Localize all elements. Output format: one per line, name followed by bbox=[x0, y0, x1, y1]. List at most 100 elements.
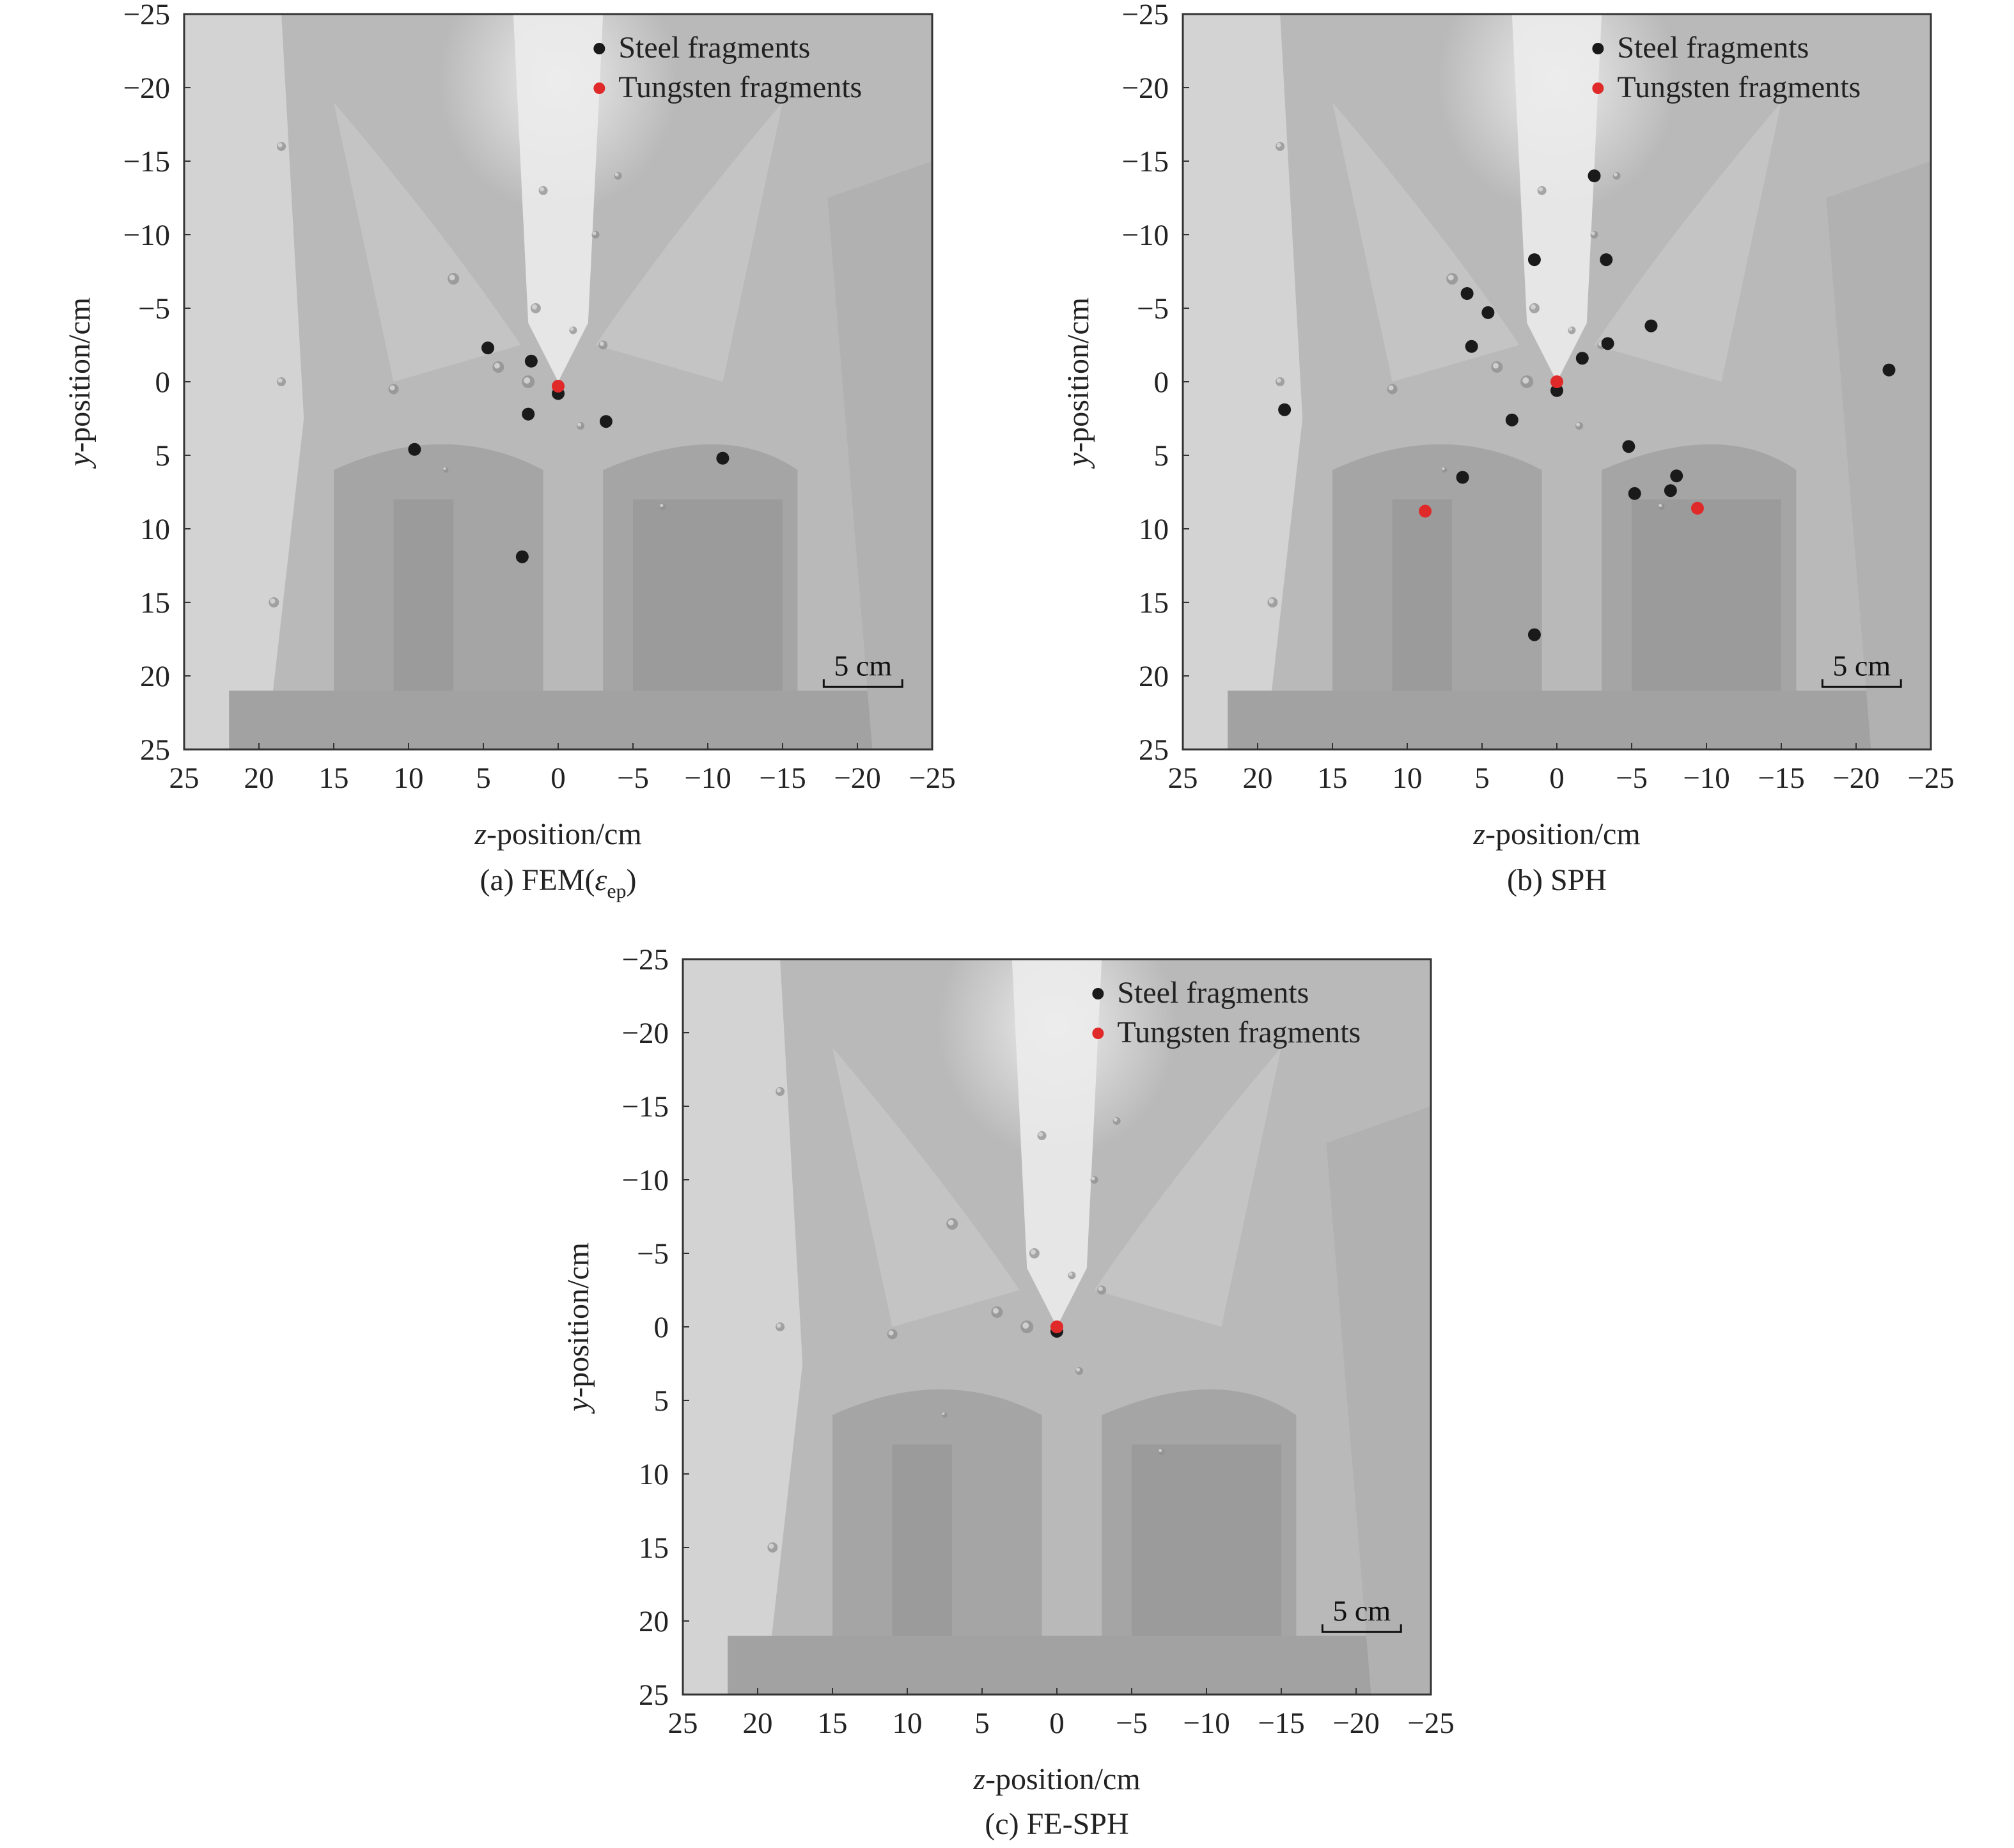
steel-fragment-point bbox=[1575, 352, 1589, 365]
legend-marker bbox=[1592, 82, 1604, 94]
x-axis-label: z-position/cm bbox=[1472, 817, 1640, 851]
y-tick-label: −10 bbox=[621, 1164, 669, 1197]
y-tick-label: −15 bbox=[1121, 145, 1169, 178]
y-tick-label: 15 bbox=[639, 1531, 669, 1565]
steel-fragment-point bbox=[599, 415, 613, 428]
x-tick-label: 15 bbox=[319, 762, 349, 795]
legend-label: Steel fragments bbox=[1117, 976, 1309, 1010]
y-tick-label: 10 bbox=[639, 1458, 669, 1491]
scale-bar-label: 5 cm bbox=[1332, 1594, 1391, 1627]
y-tick-label: −20 bbox=[621, 1017, 669, 1050]
x-tick-label: 10 bbox=[1393, 762, 1423, 795]
steel-fragment-point bbox=[1588, 169, 1601, 182]
x-tick-label: −20 bbox=[834, 762, 881, 795]
panel-caption: (c) FE-SPH bbox=[985, 1807, 1128, 1841]
x-tick-label: 20 bbox=[743, 1707, 773, 1740]
tungsten-fragment-point bbox=[1050, 1320, 1063, 1333]
plot-background bbox=[683, 959, 1431, 1695]
tungsten-fragment-point bbox=[552, 379, 565, 393]
tungsten-fragment-point bbox=[1690, 501, 1704, 515]
y-tick-label: −25 bbox=[1121, 0, 1169, 31]
x-tick-label: 5 bbox=[476, 762, 491, 795]
steel-fragment-point bbox=[1664, 484, 1677, 497]
x-tick-label: 25 bbox=[1168, 762, 1198, 795]
steel-fragment-point bbox=[1622, 440, 1635, 453]
x-tick-label: 20 bbox=[244, 762, 274, 795]
x-tick-label: 15 bbox=[818, 1707, 848, 1740]
y-tick-label: 20 bbox=[639, 1605, 669, 1638]
x-axis-label: z-position/cm bbox=[972, 1762, 1140, 1796]
y-tick-label: 15 bbox=[1139, 586, 1169, 620]
legend-label: Steel fragments bbox=[1617, 31, 1809, 65]
x-tick-label: −25 bbox=[1907, 762, 1955, 795]
scale-bar-label: 5 cm bbox=[834, 649, 892, 682]
x-axis-label: z-position/cm bbox=[474, 817, 641, 851]
x-tick-label: −15 bbox=[759, 762, 806, 795]
steel-fragment-point bbox=[515, 550, 529, 563]
y-tick-label: −20 bbox=[123, 72, 170, 105]
x-tick-label: −25 bbox=[909, 762, 956, 795]
x-tick-label: 5 bbox=[974, 1707, 990, 1740]
steel-fragment-point bbox=[1601, 337, 1614, 350]
steel-fragment-point bbox=[408, 442, 421, 456]
x-tick-label: −20 bbox=[1832, 762, 1880, 795]
y-tick-label: 20 bbox=[1139, 660, 1169, 693]
y-tick-label: −25 bbox=[621, 943, 669, 976]
scale-bar bbox=[822, 679, 903, 688]
y-tick-label: 20 bbox=[140, 660, 170, 693]
y-tick-label: 10 bbox=[1139, 513, 1169, 546]
steel-fragment-point bbox=[1456, 471, 1469, 484]
y-tick-label: 5 bbox=[654, 1384, 669, 1418]
tungsten-fragment-point bbox=[1419, 505, 1432, 518]
chart-panel-0: 25 20 15 10 5 0 −5 −10 −15 −20 −25 −25 −20 −15 −10 −5 0 5… bbox=[63, 0, 956, 902]
steel-fragment-point bbox=[1670, 469, 1683, 483]
steel-fragment-point bbox=[1481, 306, 1495, 319]
y-tick-label: −25 bbox=[123, 0, 170, 31]
x-tick-label: −10 bbox=[1183, 1707, 1230, 1740]
steel-fragment-point bbox=[1527, 253, 1541, 267]
x-tick-label: 20 bbox=[1243, 762, 1273, 795]
scale-bar bbox=[1321, 1624, 1402, 1633]
legend-marker bbox=[1092, 988, 1104, 999]
x-tick-label: −25 bbox=[1407, 1707, 1455, 1740]
y-tick-label: 25 bbox=[140, 733, 170, 767]
steel-fragment-point bbox=[1550, 384, 1563, 397]
steel-fragment-point bbox=[481, 341, 495, 355]
steel-fragment-point bbox=[524, 354, 538, 368]
legend-label: Steel fragments bbox=[618, 31, 810, 65]
x-tick-label: 0 bbox=[550, 762, 566, 795]
plot-background bbox=[1183, 14, 1931, 749]
x-tick-label: 25 bbox=[668, 1707, 698, 1740]
steel-fragment-point bbox=[1600, 253, 1613, 267]
y-tick-label: 5 bbox=[155, 439, 171, 473]
steel-fragment-point bbox=[522, 407, 535, 421]
scale-bar-label: 5 cm bbox=[1832, 649, 1891, 682]
legend-label: Tungsten fragments bbox=[1617, 70, 1861, 104]
plot-background bbox=[184, 14, 932, 749]
x-tick-label: 25 bbox=[169, 762, 199, 795]
y-tick-label: −10 bbox=[1121, 219, 1169, 252]
y-tick-label: −5 bbox=[1137, 292, 1169, 325]
x-tick-label: 0 bbox=[1549, 762, 1565, 795]
x-tick-label: 0 bbox=[1049, 1707, 1065, 1740]
steel-fragment-point bbox=[1460, 287, 1474, 300]
steel-fragment-point bbox=[1644, 319, 1658, 333]
y-tick-label: 15 bbox=[140, 586, 170, 620]
steel-fragment-point bbox=[1527, 628, 1541, 641]
legend-marker bbox=[1092, 1028, 1104, 1039]
y-axis-label: y-position/cm bbox=[1061, 297, 1095, 469]
y-tick-label: −10 bbox=[123, 219, 170, 252]
legend-marker bbox=[593, 43, 605, 54]
y-tick-label: 10 bbox=[140, 513, 170, 546]
panel-caption: (a) FEM(εep) bbox=[480, 863, 636, 902]
x-tick-label: −20 bbox=[1332, 1707, 1380, 1740]
y-tick-label: −5 bbox=[637, 1237, 669, 1271]
legend-marker bbox=[593, 82, 605, 94]
steel-fragment-point bbox=[1882, 363, 1896, 377]
steel-fragment-point bbox=[716, 451, 730, 465]
chart-panel-2: 25 20 15 10 5 0 −5 −10 −15 −20 −25 −25 −20 −15 −10 −5 0 5… bbox=[561, 943, 1455, 1841]
x-tick-label: 15 bbox=[1318, 762, 1348, 795]
y-tick-label: −5 bbox=[138, 292, 170, 325]
x-tick-label: −5 bbox=[1116, 1707, 1148, 1740]
